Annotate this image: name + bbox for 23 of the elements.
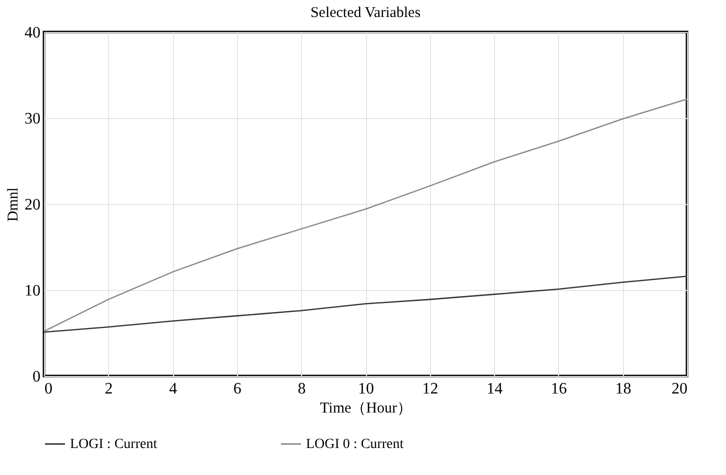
x-tick-label: 20 (672, 380, 688, 398)
x-tick-label: 2 (104, 380, 113, 398)
y-axis-title: Dmnl (6, 187, 22, 222)
x-tick-label: 12 (422, 380, 438, 398)
x-tick-label: 14 (486, 380, 503, 398)
x-tick-label: 8 (298, 380, 306, 398)
x-tick-label: 6 (233, 380, 242, 398)
x-tick-label: 0 (44, 380, 52, 398)
legend-label: LOGI : Current (70, 437, 158, 452)
x-tick-label: 16 (550, 380, 567, 398)
y-tick-label: 40 (24, 24, 40, 42)
x-tick-label: 10 (358, 380, 374, 398)
y-tick-label: 0 (32, 368, 40, 386)
y-tick-label: 30 (24, 110, 40, 128)
x-axis-title: Time（Hour） (320, 400, 412, 416)
chart-title: Selected Variables (310, 5, 421, 21)
x-tick-label: 4 (169, 380, 178, 398)
legend-label: LOGI 0 : Current (306, 437, 404, 452)
y-tick-label: 20 (24, 196, 40, 214)
y-tick-label: 10 (24, 282, 40, 300)
line-series (43, 98, 688, 332)
x-tick-label: 18 (615, 380, 632, 398)
line-series (43, 276, 688, 333)
